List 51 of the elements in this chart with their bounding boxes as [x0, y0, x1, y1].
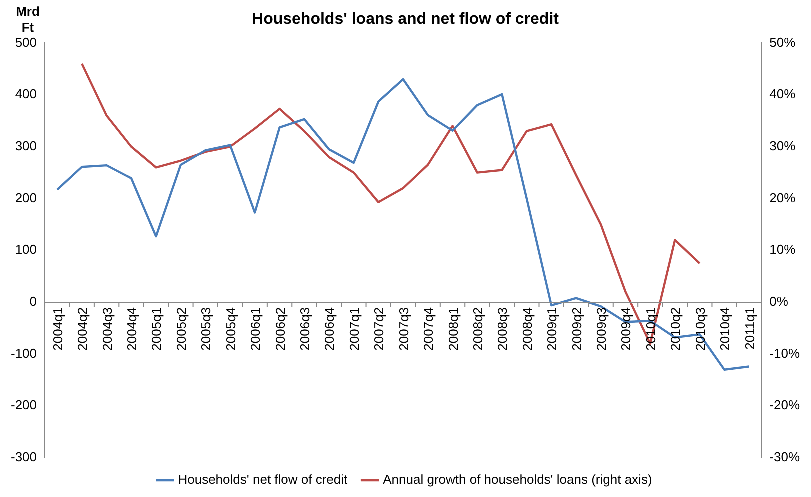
y-tick-label: 0 — [30, 294, 38, 310]
x-tick-label: 2008q1 — [446, 307, 461, 351]
x-tick-label: 2008q3 — [495, 307, 510, 351]
y2-tick-label: 10% — [770, 242, 796, 258]
x-tick-label: 2005q1 — [149, 307, 164, 351]
x-tick-label: 2008q4 — [520, 307, 535, 351]
x-tick-label: 2007q2 — [372, 307, 387, 351]
x-tick-label: 2010q3 — [692, 307, 708, 351]
x-tick-label: 2004q3 — [100, 307, 115, 351]
x-tick-label: 2005q4 — [223, 307, 238, 351]
legend-label: Households' net flow of credit — [178, 472, 348, 488]
y2-tick-label: 0% — [770, 294, 789, 310]
y-tick-label: 400 — [15, 86, 38, 102]
x-tick-label: 2007q4 — [421, 307, 436, 351]
y-tick-label: 200 — [15, 190, 38, 206]
y2-tick-label: 20% — [770, 190, 796, 206]
x-tick-label: 2005q2 — [174, 307, 189, 351]
y2-tick-label: -10% — [770, 346, 800, 361]
legend-label: Annual growth of households' loans (right axis) — [383, 472, 652, 488]
y2-tick-label: 30% — [770, 138, 796, 154]
y-tick-label: 500 — [15, 34, 38, 50]
y-tick-label: 100 — [15, 242, 38, 258]
x-tick-label: 2009q4 — [618, 307, 634, 351]
x-tick-label: 2005q3 — [198, 307, 214, 351]
x-tick-label: 2009q2 — [569, 307, 584, 351]
y-tick-label: -200 — [10, 398, 38, 413]
y-axis-title: Mrd Ft — [16, 4, 40, 36]
x-tick-label: 2010q1 — [643, 307, 658, 351]
x-tick-label: 2004q1 — [50, 307, 66, 351]
x-tick-label: 2010q2 — [668, 307, 684, 351]
x-tick-label: 2007q3 — [396, 307, 412, 351]
x-tick-label: 2006q4 — [322, 307, 338, 351]
x-tick-label: 2006q2 — [272, 307, 288, 351]
y2-tick-label: 40% — [770, 86, 796, 102]
x-tick-label: 2008q2 — [470, 307, 486, 351]
x-tick-label: 2011q1 — [742, 307, 758, 350]
x-tick-label: 2010q4 — [718, 307, 733, 351]
x-tick-label: 2007q1 — [346, 307, 362, 351]
y2-tick-label: -20% — [770, 398, 800, 413]
x-tick-label: 2006q1 — [248, 307, 264, 351]
x-tick-label: 2009q3 — [594, 307, 610, 351]
x-tick-label: 2004q2 — [75, 307, 90, 351]
y-tick-label: -300 — [10, 450, 38, 465]
y2-tick-label: 50% — [770, 34, 796, 50]
y-tick-label: -100 — [10, 346, 38, 361]
y2-tick-label: -30% — [770, 450, 800, 465]
x-tick-label: 2004q4 — [124, 307, 140, 351]
y-tick-label: 300 — [15, 138, 38, 154]
chart-title: Households' loans and net flow of credit — [252, 11, 560, 28]
x-tick-label: 2009q1 — [544, 307, 560, 351]
x-tick-label: 2006q3 — [297, 307, 312, 351]
